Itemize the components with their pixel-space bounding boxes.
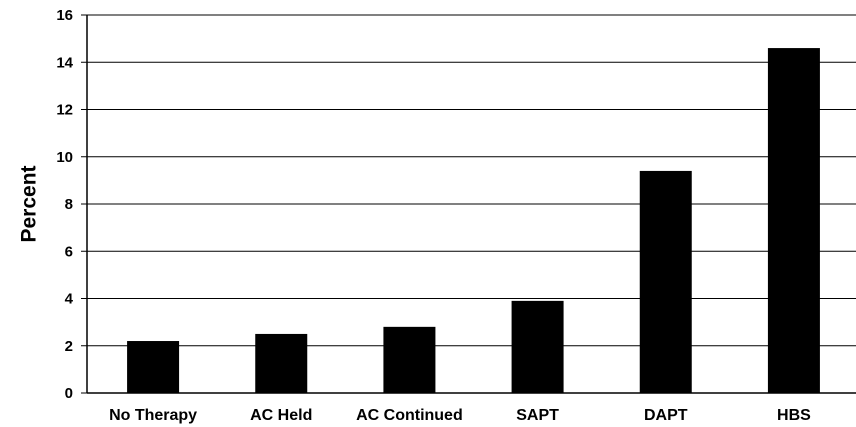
x-category-labels: No Therapy AC Held AC Continued SAPT DAPT HBS [109, 407, 811, 424]
bar [127, 341, 180, 393]
bar [255, 333, 308, 393]
gridlines [87, 14, 856, 394]
x-category-label: AC Held [250, 407, 312, 424]
y-tick-label: 0 [65, 385, 73, 402]
bar [767, 48, 820, 393]
x-category-label: No Therapy [109, 407, 197, 424]
y-tick-label: 14 [56, 54, 73, 71]
y-tick-label: 4 [65, 291, 74, 308]
x-category-label: HBS [777, 407, 811, 424]
y-tick-label: 8 [65, 196, 73, 213]
y-tick-label: 12 [56, 102, 73, 119]
bar [639, 170, 692, 393]
y-axis-title: Percent [17, 165, 40, 242]
y-tick-labels: 0 2 4 6 8 10 12 14 16 [56, 7, 87, 402]
bar [383, 326, 436, 393]
y-tick-label: 10 [56, 149, 73, 166]
y-tick-label: 2 [65, 338, 73, 355]
bars [127, 48, 820, 393]
y-tick-label: 6 [65, 243, 73, 260]
x-category-label: AC Continued [356, 407, 463, 424]
x-category-label: DAPT [644, 407, 688, 424]
bar [511, 300, 564, 393]
x-category-label: SAPT [516, 407, 559, 424]
y-tick-label: 16 [56, 7, 73, 24]
